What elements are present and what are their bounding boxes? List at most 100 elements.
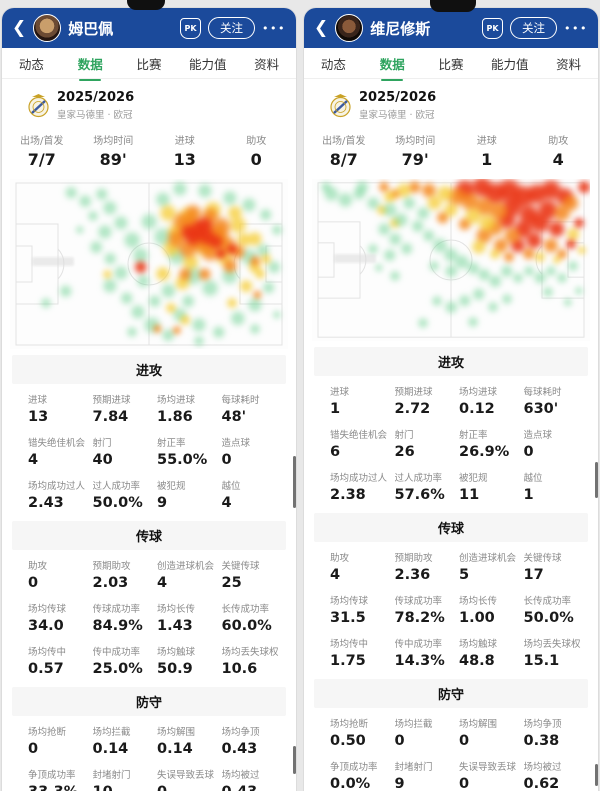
stat-label: 预期助攻 [92, 561, 131, 572]
heat-blob [382, 247, 398, 263]
player-avatar[interactable] [335, 14, 364, 42]
stat-cell: 越位 1 [524, 470, 589, 503]
heat-blob [573, 285, 585, 296]
stat-value: 26.9% [459, 444, 510, 460]
season-row[interactable]: 2025/2026 皇家马德里 · 欧冠 [2, 79, 296, 123]
stat-cell: 场均传中 1.75 [330, 636, 395, 669]
heat-blob [228, 309, 248, 328]
stat-cell: 被犯规 9 [157, 478, 222, 511]
stat-cell: 场均被过 0.62 [524, 759, 589, 791]
heat-blob [100, 198, 120, 217]
heat-blob [457, 292, 473, 309]
tab-feed[interactable]: 动态 [320, 56, 346, 72]
back-icon[interactable]: ❮ [12, 17, 27, 38]
more-menu-icon[interactable]: ••• [564, 21, 588, 35]
stat-cell: 传中成功率 14.3% [395, 636, 460, 669]
stat-cell: 传球成功率 78.2% [395, 593, 460, 626]
tab-ratings[interactable]: 能力值 [189, 56, 227, 72]
stat-value: 0 [28, 575, 39, 591]
stat-value: 33.3% [28, 784, 93, 791]
stat-cell: 长传成功率 50.0% [524, 593, 589, 626]
stat-value: 1.86 [157, 409, 193, 425]
heat-blob [178, 313, 192, 327]
heat-blob [164, 301, 178, 315]
stat-label: 场均被过 [221, 770, 260, 781]
stat-row: 助攻 0 预期助攻 2.03 创造进球机会 4 关键传球 25 [12, 552, 286, 595]
scrollbar-thumb[interactable] [595, 764, 598, 786]
stat-value: 5 [459, 567, 470, 583]
heat-blob [541, 236, 561, 255]
stat-value: 13 [28, 409, 49, 425]
follow-button[interactable]: 关注 [208, 17, 256, 39]
heat-blob [443, 299, 459, 315]
summary-cell: 场均时间 79' [380, 132, 452, 169]
stat-cell: 每球耗时 48' [222, 392, 287, 425]
scrollbar-thumb[interactable] [293, 456, 296, 508]
summary-value: 0 [250, 150, 262, 169]
summary-label: 场均时间 [93, 136, 134, 147]
player-avatar[interactable] [33, 14, 62, 42]
stat-label: 射正率 [459, 430, 488, 441]
heat-blob [373, 262, 384, 274]
stat-cell: 场均争顶 0.43 [222, 724, 287, 757]
tab-matches[interactable]: 比赛 [136, 56, 162, 72]
heat-blob [336, 190, 355, 210]
stat-label: 场均抢断 [330, 719, 369, 730]
stat-row: 场均成功过人 2.38 过人成功率 57.6% 被犯规 11 越位 1 [314, 464, 588, 507]
heat-blob [259, 252, 273, 266]
stat-value: 0.12 [459, 401, 495, 417]
summary-value: 4 [552, 150, 564, 169]
stat-label: 场均传球 [28, 604, 67, 615]
stat-value: 2.43 [28, 495, 64, 511]
stat-label: 场均争顶 [221, 727, 260, 738]
stat-label: 错失绝佳机会 [330, 430, 388, 441]
heat-blob [132, 259, 149, 276]
stat-value: 0.50 [330, 733, 366, 749]
stat-value: 1 [330, 401, 341, 417]
heat-blob [74, 224, 85, 236]
stat-value: 48' [221, 409, 247, 425]
heat-blob [171, 325, 182, 336]
stat-value: 15.1 [523, 653, 560, 669]
stat-label: 长传成功率 [221, 604, 270, 615]
follow-button[interactable]: 关注 [510, 17, 558, 39]
heat-blob [138, 211, 160, 232]
season-row[interactable]: 2025/2026 皇家马德里 · 欧冠 [304, 79, 598, 123]
tab-ratings[interactable]: 能力值 [491, 56, 529, 72]
stat-label: 场均传中 [28, 647, 67, 658]
heat-blob [252, 289, 263, 300]
heat-blob [366, 242, 380, 256]
pk-badge-icon[interactable]: PK [180, 17, 202, 39]
stat-value: 2.36 [394, 567, 431, 583]
heat-blob [532, 270, 548, 286]
stat-value: 630' [523, 401, 559, 417]
stat-value: 1.43 [157, 618, 193, 634]
stat-value: 0.43 [222, 784, 287, 791]
stat-value: 17 [523, 567, 544, 583]
heat-blob [210, 324, 227, 340]
more-menu-icon[interactable]: ••• [262, 21, 286, 35]
tab-stats[interactable]: 数据 [363, 54, 422, 73]
stat-cell: 失误导致丢球 0 [459, 759, 524, 791]
stat-label: 预期进球 [394, 387, 433, 398]
pk-badge-icon[interactable]: PK [482, 17, 504, 39]
stats-sections: 进攻 进球 1 预期进球 2.72 场均进球 0.12 每球耗时 630' 错失绝佳机会 6 射门 26… [304, 347, 598, 791]
stat-label: 场均成功过人 [28, 481, 86, 492]
tab-matches[interactable]: 比赛 [438, 56, 464, 72]
scrollbar-thumb[interactable] [595, 462, 598, 498]
tab-feed[interactable]: 动态 [18, 56, 44, 72]
stat-label: 场均传中 [330, 639, 369, 650]
stat-cell: 失误导致丢球 0 [157, 767, 222, 791]
stat-value: 7.84 [92, 409, 129, 425]
back-icon[interactable]: ❮ [314, 17, 329, 38]
stat-cell: 错失绝佳机会 4 [28, 435, 93, 468]
heat-blob [398, 240, 415, 257]
scrollbar-thumb[interactable] [293, 746, 296, 774]
stat-cell: 助攻 4 [330, 550, 395, 583]
heat-blob [441, 200, 461, 219]
tab-profile[interactable]: 资料 [254, 56, 280, 72]
heat-blob [118, 290, 135, 306]
tab-profile[interactable]: 资料 [556, 56, 582, 72]
stat-label: 传中成功率 [394, 639, 443, 650]
tab-stats[interactable]: 数据 [61, 54, 120, 73]
